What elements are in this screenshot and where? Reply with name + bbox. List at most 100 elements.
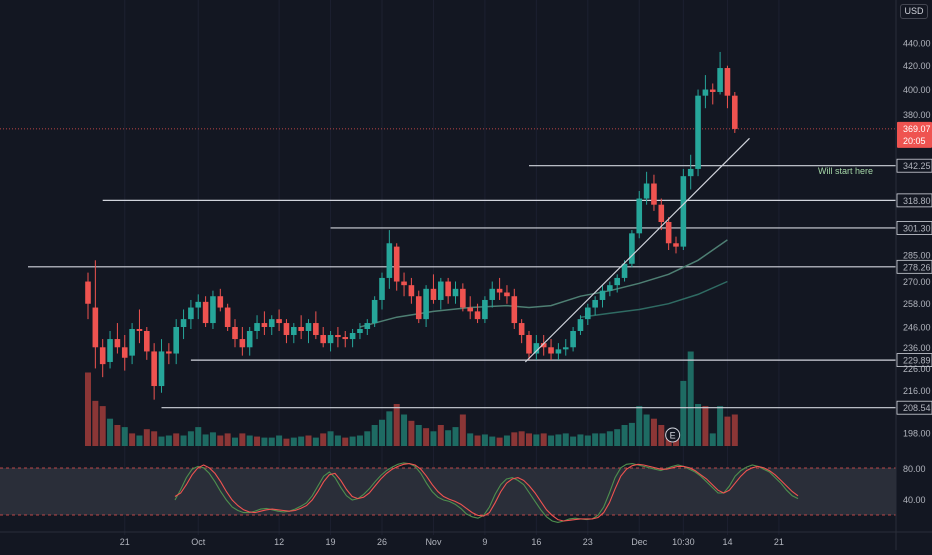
level-price-tag <box>896 221 932 235</box>
candle-body <box>702 89 709 96</box>
candle <box>687 154 694 190</box>
volume-bar <box>709 433 716 446</box>
volume-bar <box>312 437 319 446</box>
volume-bar <box>180 435 187 446</box>
candle-body <box>555 349 562 354</box>
candle <box>313 311 319 340</box>
candle-body <box>621 263 628 278</box>
trendline-group[interactable]: E <box>524 137 750 443</box>
candle-body <box>327 335 334 344</box>
volume-bar <box>217 435 224 446</box>
candle <box>92 260 99 369</box>
candle-body <box>592 299 598 308</box>
volume-bar <box>298 436 305 446</box>
candle-body <box>224 307 231 328</box>
candle-body <box>254 323 260 331</box>
candle <box>562 339 569 356</box>
price-tick-label: 258.00 <box>903 299 931 309</box>
candle <box>136 309 143 344</box>
volume-bar <box>371 425 378 446</box>
volume-bar <box>577 434 584 446</box>
candle <box>202 296 209 328</box>
horizontal-levels[interactable] <box>0 128 896 409</box>
candle <box>614 274 620 293</box>
candle-body <box>445 281 451 297</box>
candle <box>144 327 150 360</box>
candle <box>342 330 349 348</box>
volume-bar <box>614 429 621 446</box>
candle-body <box>349 333 356 340</box>
candle <box>585 303 591 326</box>
volume-bar <box>158 436 165 446</box>
candle-body <box>651 183 657 205</box>
candle-body <box>320 335 326 344</box>
candle <box>166 343 172 365</box>
volume-bar <box>570 436 577 446</box>
candle-body <box>298 327 304 331</box>
candle-body <box>415 296 422 320</box>
candle-body <box>291 327 297 336</box>
price-tick-label: 270.00 <box>903 277 931 287</box>
candle-body <box>687 168 694 177</box>
candle <box>643 171 650 205</box>
candle <box>533 335 540 360</box>
candle <box>232 319 238 348</box>
candle-body <box>665 221 672 244</box>
price-tick-label: 208.54 <box>903 403 931 413</box>
volume-bar <box>99 406 106 446</box>
price-axis[interactable]: 440.00 420.00 400.00 380.00 342.25 318.80 301.… <box>895 0 932 550</box>
candle <box>298 315 304 340</box>
candle <box>349 328 356 348</box>
date-tick-label: 19 <box>326 537 336 547</box>
level-price-tag <box>896 193 932 208</box>
stoch-d-line <box>174 463 799 522</box>
volume-bar <box>562 433 569 446</box>
candle <box>305 319 312 344</box>
level-price-tag <box>896 400 932 415</box>
earnings-marker: E <box>665 427 681 443</box>
candle-body <box>599 290 606 300</box>
volume-bar <box>643 414 650 446</box>
volume-bar <box>489 436 496 446</box>
volume-bar <box>621 425 628 446</box>
candle <box>239 327 246 356</box>
candle <box>129 323 135 365</box>
candle-body <box>335 335 341 338</box>
date-tick-label: 14 <box>722 537 732 547</box>
date-tick-label: 21 <box>120 537 130 547</box>
volume-bar <box>680 380 687 446</box>
volume-bar <box>459 414 466 446</box>
price-tick-label: 400.00 <box>903 85 931 95</box>
volume-bar <box>143 429 150 446</box>
volume-bar <box>136 435 143 446</box>
price-tick-label: 246.00 <box>903 323 931 333</box>
candle <box>695 89 701 177</box>
candle-body <box>526 335 532 354</box>
candle-body <box>732 95 738 129</box>
date-tick-label: 16 <box>531 537 541 547</box>
currency-badge[interactable]: USD <box>900 4 928 19</box>
candle <box>393 243 400 291</box>
candle <box>364 319 371 336</box>
volume-bar <box>386 411 393 446</box>
candle-body <box>121 347 128 358</box>
candle-body <box>261 323 268 328</box>
price-tick-label: 198.00 <box>903 429 931 439</box>
level-price-tag <box>896 158 932 173</box>
candle <box>254 315 260 340</box>
annotation-text[interactable]: Will start here <box>818 166 874 176</box>
candle <box>636 190 643 239</box>
candle-body <box>709 89 716 92</box>
candle <box>173 319 179 365</box>
candle-body <box>342 337 349 340</box>
volume-bar <box>555 434 562 446</box>
candle <box>452 281 459 304</box>
candle <box>511 288 518 329</box>
candle-body <box>393 246 400 282</box>
volume-bar <box>650 418 657 446</box>
date-axis[interactable]: 21 Oct 12 19 26 Nov 9 16 23 Dec 10:30 14 21 <box>0 531 932 547</box>
price-tick-label: 420.00 <box>903 61 931 71</box>
earnings-label: E <box>670 431 676 441</box>
